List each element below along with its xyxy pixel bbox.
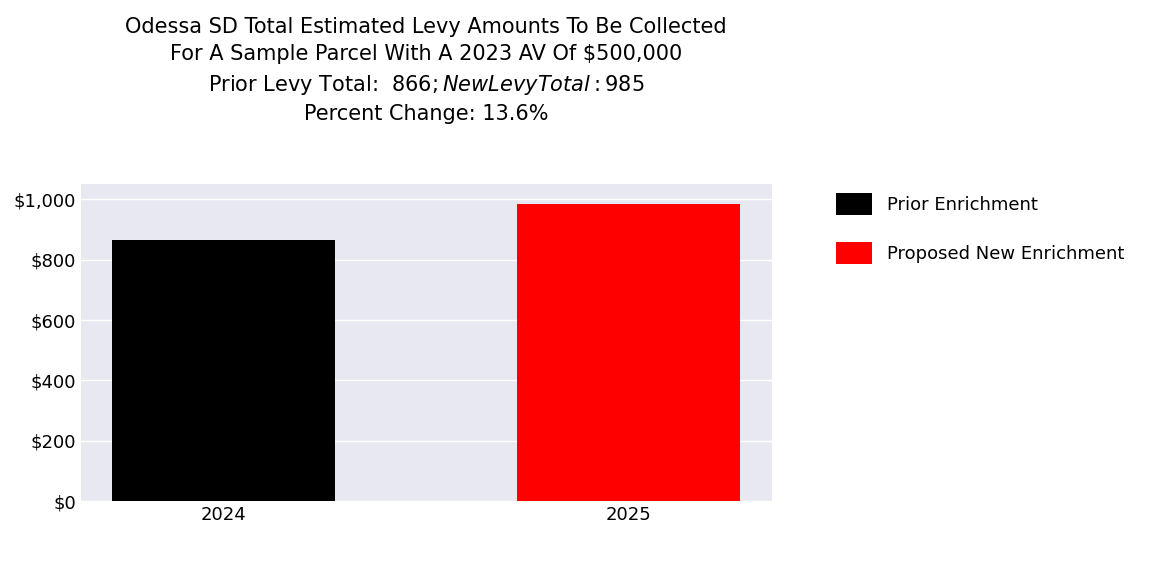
Bar (517, 204, 741, 501)
Legend: Prior Enrichment, Proposed New Enrichment: Prior Enrichment, Proposed New Enrichmen… (836, 194, 1124, 264)
Bar (112, 240, 335, 501)
Text: Odessa SD Total Estimated Levy Amounts To Be Collected
For A Sample Parcel With : Odessa SD Total Estimated Levy Amounts T… (126, 17, 727, 124)
